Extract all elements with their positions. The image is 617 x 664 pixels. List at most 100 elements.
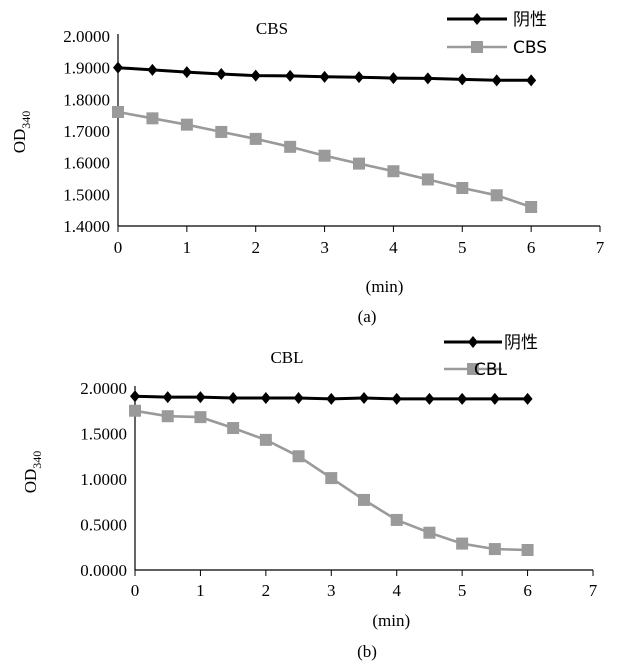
data-point-negative <box>260 392 271 405</box>
data-point-negative <box>354 71 364 84</box>
y-tick-label: 1.0000 <box>80 470 127 489</box>
y-tick-label: 1.5000 <box>80 425 127 444</box>
data-point-sample <box>456 537 469 550</box>
data-point-sample <box>215 125 228 138</box>
x-tick-label: 2 <box>262 581 271 600</box>
legend-marker <box>468 336 478 348</box>
data-point-negative <box>424 392 435 405</box>
data-point-negative <box>228 392 239 405</box>
y-tick-label: 1.5000 <box>63 185 110 204</box>
data-point-sample <box>227 422 240 435</box>
data-point-negative <box>181 66 192 79</box>
data-point-negative <box>457 73 468 86</box>
data-point-negative <box>319 70 330 83</box>
chart-panel-2: 0.0000 0.5000 1.0000 1.5000 2.0000 0 1 2 3 4 5 6 7 (m… <box>21 333 598 661</box>
data-point-sample <box>390 513 403 526</box>
y-axis-label-subscript: 340 <box>19 111 33 129</box>
legend-label: CBL <box>474 360 508 380</box>
data-point-sample <box>488 543 501 556</box>
data-point-negative <box>113 61 123 74</box>
data-point-sample <box>161 410 174 423</box>
chart-panel-1: 1.4000 1.5000 1.6000 1.7000 1.8000 1.9000 2.00… <box>10 10 605 326</box>
data-point-negative <box>359 392 369 405</box>
x-tick-label: 3 <box>320 238 329 257</box>
chart-title: CBL <box>270 348 303 367</box>
x-tick-label: 7 <box>596 238 605 257</box>
data-point-negative <box>293 392 304 405</box>
x-tick-label: 7 <box>589 581 598 600</box>
legend-label: 阴性 <box>513 10 547 30</box>
data-point-sample <box>292 450 305 463</box>
x-tick-label: 2 <box>251 238 260 257</box>
data-point-negative <box>147 63 158 76</box>
legend-marker <box>472 13 482 25</box>
panel-label: (a) <box>358 307 377 326</box>
y-axis-label: OD340 <box>10 111 33 154</box>
data-point-negative <box>422 72 433 85</box>
data-point-negative <box>457 392 468 405</box>
data-point-sample <box>249 132 262 145</box>
y-tick-label: 1.7000 <box>63 122 110 141</box>
y-tick-label: 0.0000 <box>80 561 127 580</box>
y-axis-label-main: OD <box>21 469 40 494</box>
legend-marker <box>471 41 483 53</box>
data-point-sample <box>456 182 469 194</box>
y-tick-label: 1.9000 <box>63 59 110 78</box>
data-point-sample <box>358 493 370 506</box>
data-point-negative <box>489 392 500 405</box>
y-tick-label: 0.5000 <box>80 516 127 535</box>
y-tick-label: 1.4000 <box>63 217 110 236</box>
x-tick-label: 5 <box>458 238 467 257</box>
data-point-sample <box>387 165 400 178</box>
data-point-sample <box>353 157 365 170</box>
y-tick-label: 1.8000 <box>63 90 110 109</box>
y-tick-label: 2.0000 <box>63 27 110 46</box>
data-point-negative <box>250 69 261 82</box>
data-point-sample <box>318 149 331 162</box>
data-point-sample <box>146 112 159 125</box>
y-tick-label: 2.0000 <box>80 379 127 398</box>
data-point-negative <box>388 72 399 85</box>
data-point-sample <box>194 411 207 424</box>
data-point-sample <box>325 472 338 485</box>
data-point-negative <box>391 392 402 405</box>
data-point-negative <box>216 68 227 80</box>
x-axis-label: (min) <box>372 611 410 630</box>
x-tick-label: 4 <box>389 238 398 257</box>
data-point-sample <box>180 118 193 131</box>
legend-marker <box>467 363 479 375</box>
x-tick-label: 6 <box>523 581 532 600</box>
data-point-sample <box>525 201 538 213</box>
x-tick-label: 6 <box>527 238 536 257</box>
data-point-sample <box>423 526 436 539</box>
y-axis-label-main: OD <box>10 129 29 154</box>
data-point-sample <box>284 140 297 153</box>
x-tick-label: 3 <box>327 581 336 600</box>
x-tick-label: 1 <box>183 238 192 257</box>
y-axis-label: OD340 <box>21 451 44 494</box>
data-point-sample <box>259 433 272 446</box>
data-point-negative <box>130 390 140 403</box>
y-axis-label-subscript: 340 <box>30 451 44 469</box>
y-tick-label: 1.6000 <box>63 154 110 173</box>
legend-label: 阴性 <box>504 333 538 353</box>
data-point-negative <box>285 69 296 82</box>
data-point-negative <box>522 392 533 405</box>
x-tick-label: 0 <box>131 581 140 600</box>
data-point-sample <box>421 173 434 186</box>
x-axis-label: (min) <box>366 277 404 296</box>
data-point-negative <box>195 391 206 404</box>
data-point-sample <box>521 543 534 556</box>
x-tick-label: 0 <box>114 238 123 257</box>
data-point-sample <box>129 404 141 417</box>
panel-label: (b) <box>357 642 377 661</box>
x-tick-label: 5 <box>458 581 467 600</box>
legend-label: CBS <box>513 38 547 58</box>
x-tick-label: 4 <box>392 581 401 600</box>
data-point-negative <box>526 74 537 87</box>
data-point-negative <box>491 74 502 87</box>
data-point-sample <box>490 189 503 202</box>
data-point-negative <box>326 392 337 405</box>
chart-title: CBS <box>256 19 288 38</box>
